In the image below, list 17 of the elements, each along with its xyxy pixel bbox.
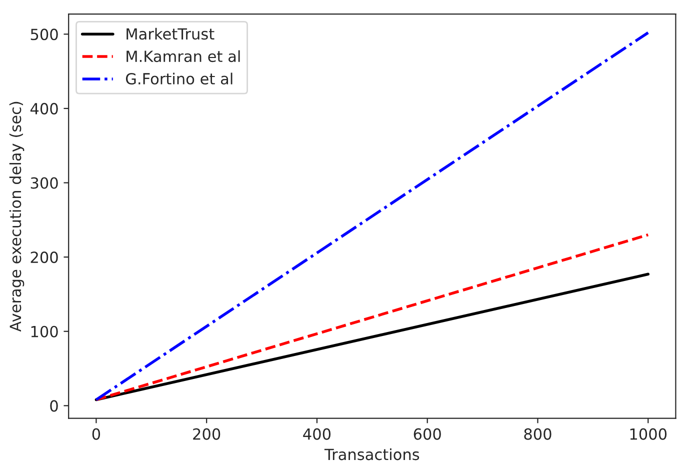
y-tick-label: 100 (31, 326, 58, 338)
legend-label: G.Fortino et al (126, 72, 232, 85)
legend-label: MarketTrust (126, 28, 214, 40)
y-tick-label: 500 (30, 28, 58, 40)
x-tick-label: 0 (92, 428, 100, 440)
y-axis-title: Average execution delay (sec) (9, 102, 24, 332)
legend-label: M.Kamran et al (126, 50, 240, 62)
y-tick-label: 400 (30, 102, 58, 114)
x-tick-label: 600 (414, 428, 441, 440)
x-tick-label: 400 (303, 428, 331, 440)
x-tick-label: 200 (193, 428, 220, 440)
y-tick-label: 200 (30, 252, 58, 264)
y-tick-label: 0 (50, 400, 58, 412)
x-axis-title: Transactions (324, 448, 420, 460)
x-tick-label: 800 (524, 428, 552, 440)
y-tick-label: 300 (30, 177, 58, 189)
x-tick-label: 1000 (630, 428, 667, 440)
